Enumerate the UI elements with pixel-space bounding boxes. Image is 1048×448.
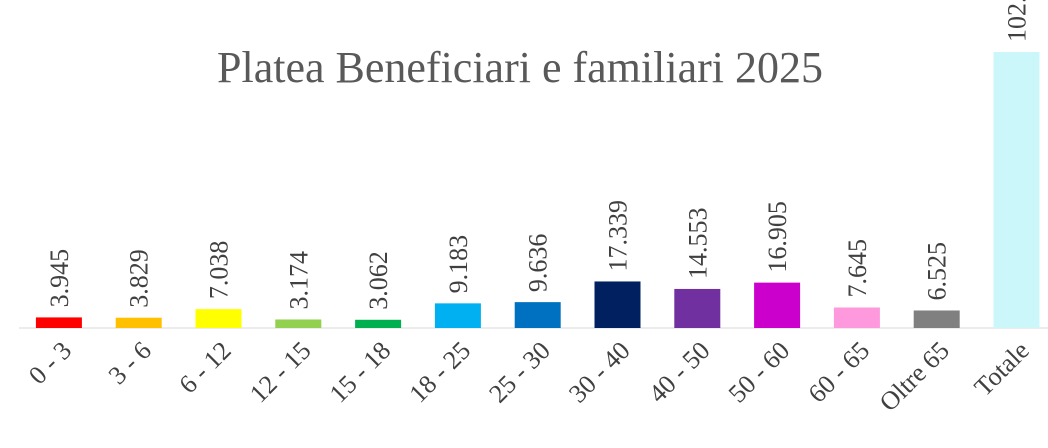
value-label: 17.339 <box>604 200 633 272</box>
bar <box>35 317 82 328</box>
value-label: 102.834 <box>1003 0 1032 42</box>
x-tick-label: 40 - 50 <box>643 336 716 409</box>
value-label: 9.183 <box>444 235 473 294</box>
x-tick-label: 0 - 3 <box>23 336 77 390</box>
x-tick-label: 15 - 18 <box>324 336 397 409</box>
value-label: 3.174 <box>284 251 313 310</box>
value-label: 7.038 <box>205 241 234 300</box>
bar <box>674 288 721 328</box>
x-tick-label: 18 - 25 <box>404 336 477 409</box>
bar <box>594 281 641 328</box>
chart-title: Platea Beneficiari e familiari 2025 <box>217 43 823 92</box>
value-label: 14.553 <box>683 207 712 279</box>
bar <box>993 52 1040 328</box>
value-label: 6.525 <box>923 242 952 301</box>
value-label: 3.945 <box>45 249 74 308</box>
bar <box>754 282 801 328</box>
x-tick-label: 30 - 40 <box>563 336 636 409</box>
x-tick-label: Oltre 65 <box>874 336 955 417</box>
x-tick-label: 6 - 12 <box>173 336 236 399</box>
bar <box>355 319 402 328</box>
bar <box>195 309 242 328</box>
x-tick-label: 12 - 15 <box>244 336 317 409</box>
x-tick-label: 25 - 30 <box>483 336 556 409</box>
bar <box>514 302 561 328</box>
bar <box>275 319 322 328</box>
bar <box>115 317 162 328</box>
value-label: 16.905 <box>763 201 792 273</box>
bar <box>913 310 960 328</box>
value-label: 3.829 <box>125 249 154 308</box>
value-label: 9.636 <box>524 234 553 293</box>
bar <box>434 303 481 328</box>
value-label: 3.062 <box>364 251 393 310</box>
x-tick-label: 60 - 65 <box>803 336 876 409</box>
x-tick-label: 3 - 6 <box>103 336 157 390</box>
value-label: 7.645 <box>843 239 872 298</box>
x-tick-label: 50 - 60 <box>723 336 796 409</box>
bar <box>833 307 880 328</box>
x-tick-label: Totale <box>969 336 1035 402</box>
